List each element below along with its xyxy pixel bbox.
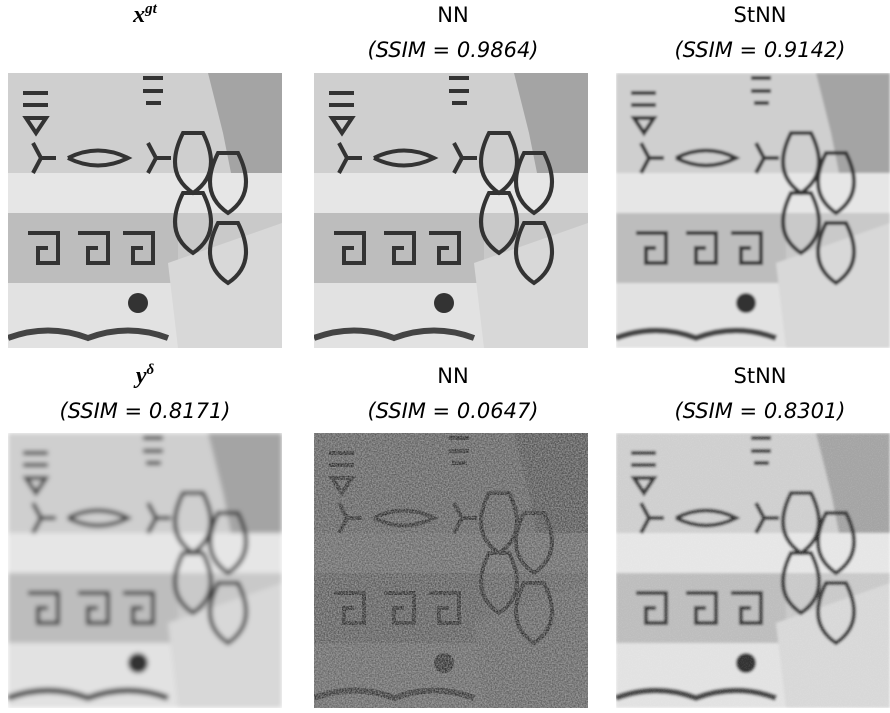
panel: NN (SSIM = 0.9864) bbox=[314, 3, 588, 348]
panel-title: yδ bbox=[133, 362, 155, 389]
panel: StNN (SSIM = 0.8301) bbox=[616, 364, 890, 708]
panel-caption: (SSIM = 0.9142) bbox=[674, 38, 845, 62]
panel-title: xgt bbox=[132, 1, 158, 28]
image bbox=[8, 433, 282, 708]
panel: NN (SSIM = 0.0647) bbox=[314, 364, 588, 708]
image bbox=[616, 73, 890, 348]
panel: StNN (SSIM = 0.9142) bbox=[616, 3, 890, 348]
panel: xgt bbox=[8, 1, 282, 348]
panel: yδ (SSIM = 0.8171) bbox=[8, 362, 282, 708]
image bbox=[616, 433, 890, 708]
image bbox=[8, 73, 282, 348]
panel-title: NN bbox=[437, 3, 468, 27]
panel-caption: (SSIM = 0.8301) bbox=[674, 399, 845, 423]
panel-caption: (SSIM = 0.0647) bbox=[367, 399, 538, 423]
image bbox=[314, 73, 588, 348]
panel-title: StNN bbox=[734, 3, 787, 27]
panel-title: StNN bbox=[734, 364, 787, 388]
panel-title: NN bbox=[437, 364, 468, 388]
panel-caption: (SSIM = 0.9864) bbox=[367, 38, 538, 62]
image bbox=[314, 433, 588, 708]
figure: xgt NN (SSIM = 0.9864) StNN (SSIM = 0.91… bbox=[0, 0, 890, 709]
panel-caption: (SSIM = 0.8171) bbox=[59, 399, 230, 423]
